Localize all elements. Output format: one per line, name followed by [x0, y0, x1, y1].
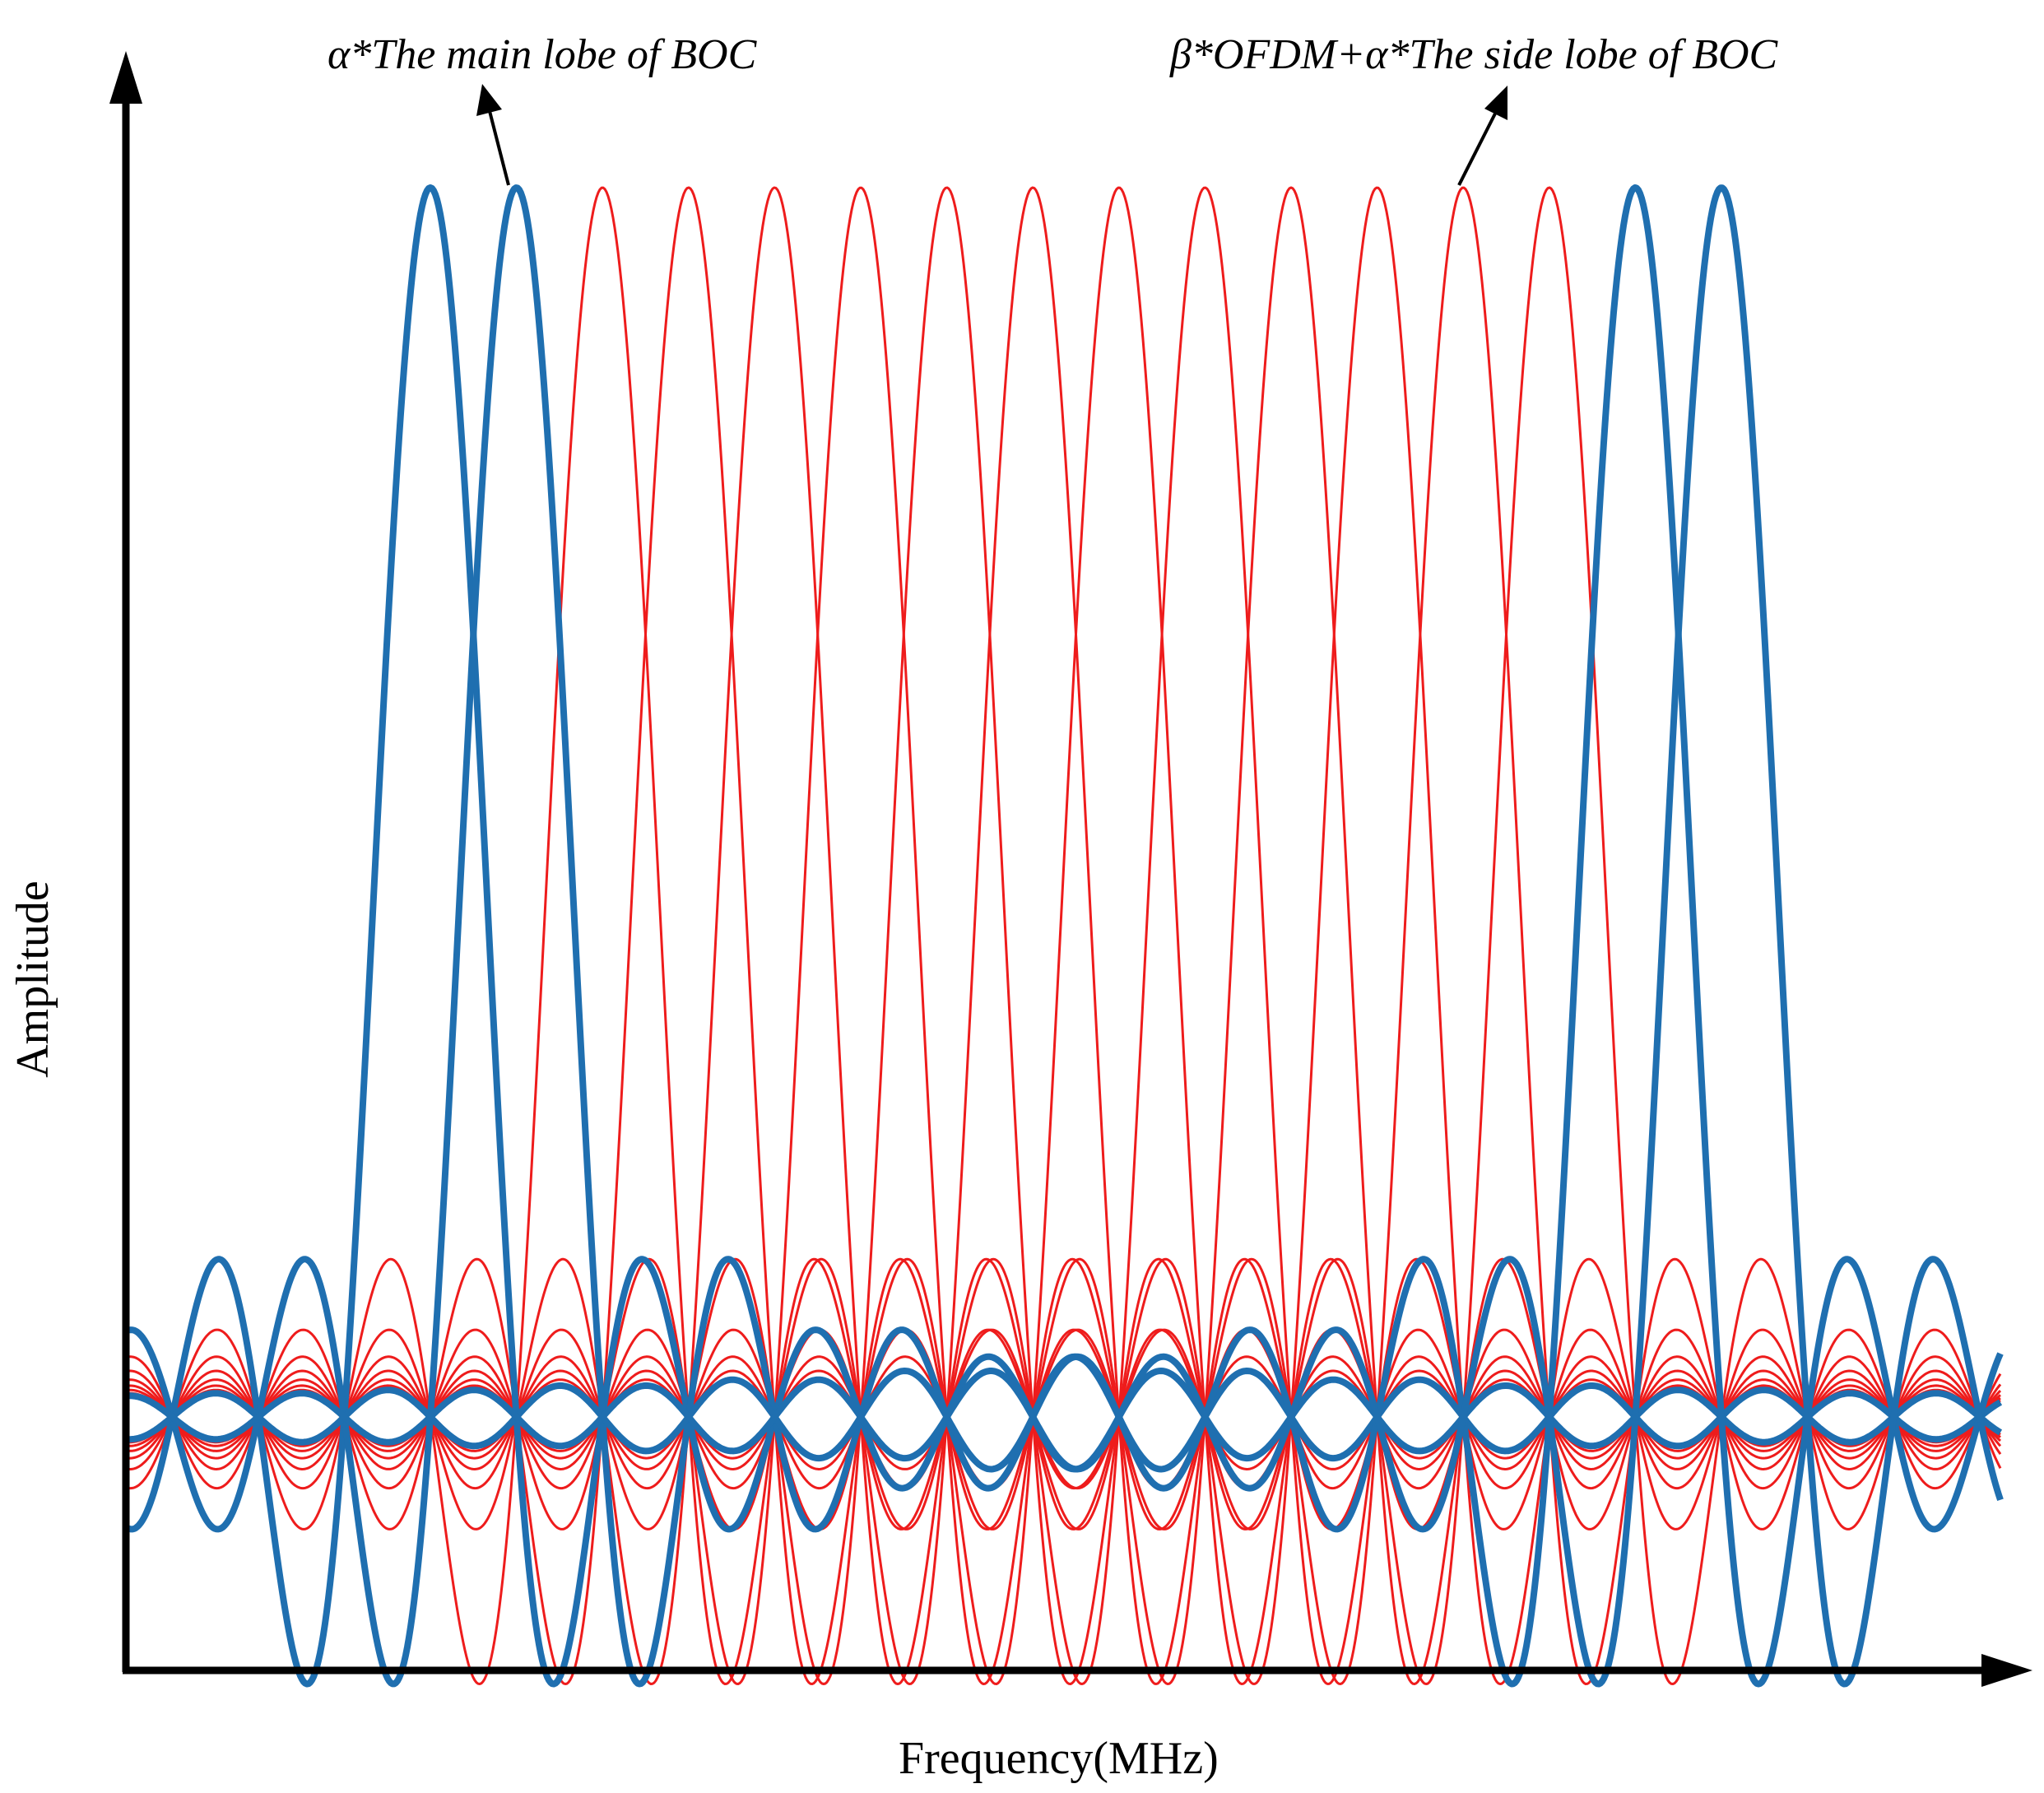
- main-lobe-pointer: [488, 110, 510, 186]
- boc-main-lobe-3: [124, 184, 2004, 1688]
- axes: [109, 51, 2032, 1687]
- annotation-arrows: [476, 84, 1507, 186]
- x-axis-label: Frequency(MHz): [899, 1733, 1219, 1784]
- ofdm-subcarrier-3: [125, 186, 2001, 1685]
- y-axis-arrow: [109, 51, 142, 104]
- boc-main-lobe-4: [124, 184, 2004, 1688]
- side-lobe-pointer-head: [1484, 86, 1507, 120]
- ofdm-subcarrier-8: [125, 186, 2002, 1685]
- ofdm-subcarrier-2: [125, 186, 2001, 1685]
- main-lobe-pointer-head: [476, 84, 502, 116]
- spectrum-curves: [123, 184, 2004, 1688]
- ofdm-subcarrier-7: [125, 186, 2002, 1685]
- ofdm-subcarrier-1: [125, 186, 2001, 1685]
- y-axis-label: Amplitude: [7, 880, 58, 1078]
- ofdm-subcarrier-4: [125, 186, 2001, 1685]
- ofdm-subcarrier-6: [125, 186, 2002, 1685]
- ofdm-subcarrier-5: [125, 186, 2001, 1685]
- x-axis-arrow: [1981, 1654, 2032, 1687]
- side-lobe-annotation: β*OFDM+α*The side lobe of BOC: [1169, 31, 1779, 78]
- side-lobe-pointer: [1457, 113, 1497, 186]
- main-lobe-annotation: α*The main lobe of BOC: [328, 31, 758, 78]
